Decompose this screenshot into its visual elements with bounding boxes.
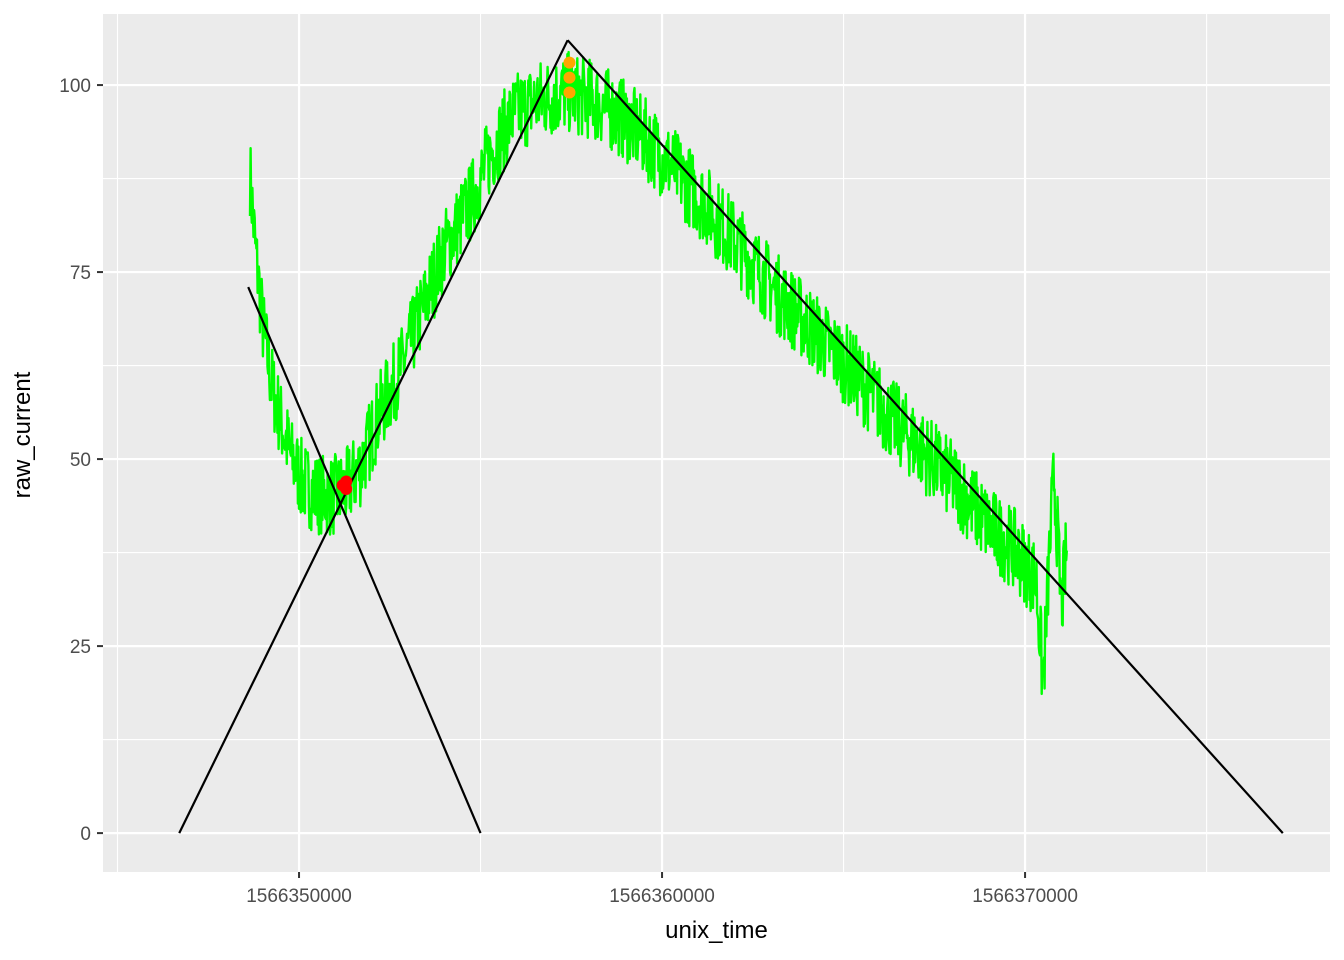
y-axis-title: raw_current <box>9 371 36 498</box>
axis-ticks: 1566350000 1566360000 1566370000 0 25 50 75 100 <box>59 76 1078 907</box>
marked-points <box>336 56 576 496</box>
y-tick-label: 75 <box>70 263 91 284</box>
plot-panel <box>103 14 1330 872</box>
x-tick-label: 1566360000 <box>609 886 715 907</box>
trend-line <box>178 39 569 834</box>
y-tick-label: 25 <box>70 637 91 658</box>
major-gridlines <box>103 14 1330 872</box>
x-axis-title: unix_time <box>665 917 768 944</box>
raw-current-signal-line <box>248 50 1068 696</box>
y-tick-label: 0 <box>80 824 91 845</box>
x-tick-label: 1566370000 <box>972 886 1078 907</box>
peak-point <box>563 56 576 69</box>
trough-point <box>336 479 349 492</box>
x-tick-label: 1566350000 <box>246 886 352 907</box>
trend-line <box>566 39 1284 834</box>
peak-point <box>563 86 576 99</box>
y-tick-label: 100 <box>59 76 91 97</box>
y-tick-label: 50 <box>70 450 91 471</box>
minor-gridlines <box>103 14 1330 872</box>
peak-point <box>563 71 576 84</box>
trend-lines <box>178 39 1284 834</box>
trend-line <box>247 286 482 834</box>
